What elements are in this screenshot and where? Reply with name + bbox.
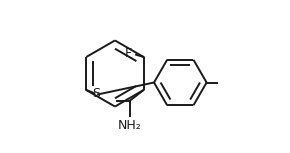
- Text: F: F: [124, 47, 132, 60]
- Text: NH₂: NH₂: [117, 119, 141, 132]
- Text: S: S: [92, 87, 100, 100]
